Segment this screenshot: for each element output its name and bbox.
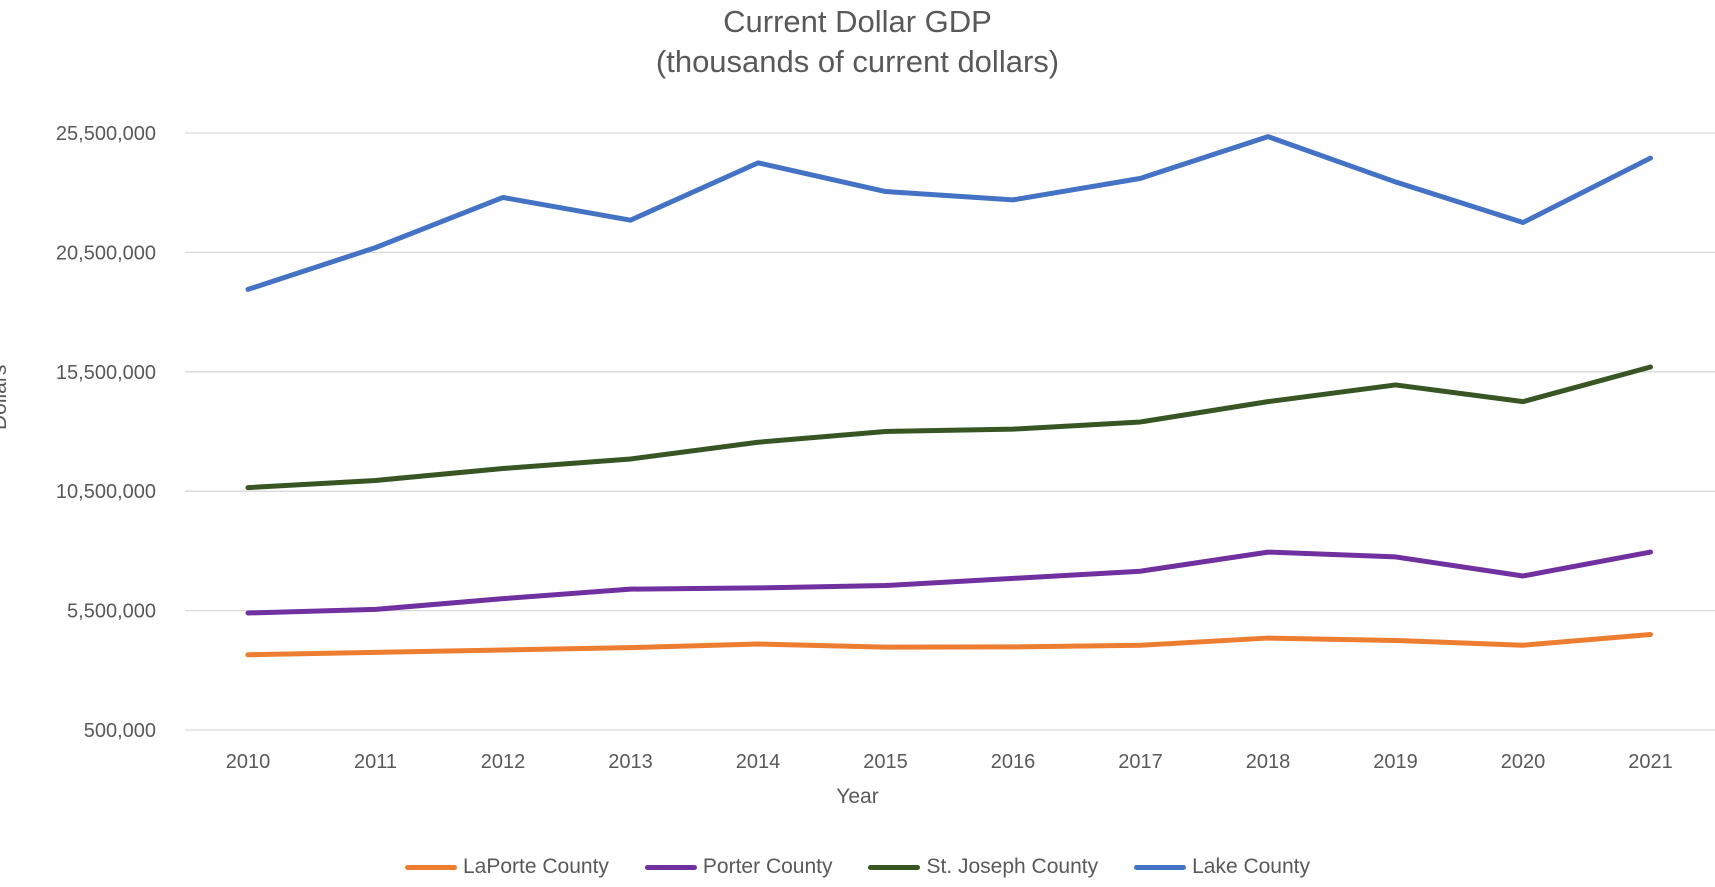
x-tick-label: 2021 bbox=[1628, 751, 1673, 773]
y-tick-label: 10,500,000 bbox=[56, 481, 156, 503]
legend-item: LaPorte County bbox=[404, 855, 609, 879]
legend-item: St. Joseph County bbox=[868, 855, 1098, 879]
chart-title: Current Dollar GDP bbox=[723, 4, 992, 39]
legend-label: LaPorte County bbox=[462, 855, 609, 878]
legend-item: Lake County bbox=[1134, 855, 1310, 879]
legend-swatch bbox=[644, 864, 697, 870]
y-tick-label: 5,500,000 bbox=[67, 601, 156, 623]
series-line-porter-county bbox=[245, 549, 1653, 616]
legend-swatch bbox=[404, 864, 457, 870]
grid-lines bbox=[185, 132, 1715, 731]
y-axis-label: Dollars bbox=[0, 364, 11, 430]
legend-item: Porter County bbox=[644, 855, 833, 879]
y-tick-label: 500,000 bbox=[84, 720, 156, 742]
x-axis-label: Year bbox=[836, 785, 879, 808]
series-line-laporte-county bbox=[245, 631, 1653, 658]
x-tick-label: 2014 bbox=[736, 751, 781, 773]
x-tick-label: 2015 bbox=[863, 751, 908, 773]
x-tick-label: 2020 bbox=[1501, 751, 1546, 773]
x-tick-label: 2019 bbox=[1373, 751, 1418, 773]
x-tick-label: 2011 bbox=[354, 751, 397, 773]
y-tick-label: 25,500,000 bbox=[56, 123, 156, 145]
x-tick-label: 2013 bbox=[608, 751, 653, 773]
series-lines bbox=[245, 134, 1653, 658]
x-tick-label: 2010 bbox=[226, 751, 271, 773]
chart-subtitle: (thousands of current dollars) bbox=[655, 44, 1060, 79]
legend-swatch bbox=[1134, 864, 1187, 870]
legend-label: Lake County bbox=[1192, 855, 1311, 878]
legend-label: Porter County bbox=[702, 855, 833, 878]
y-tick-label: 20,500,000 bbox=[56, 242, 156, 264]
series-line-lake-county bbox=[245, 134, 1653, 292]
legend-label: St. Joseph County bbox=[926, 855, 1099, 878]
series-line-st-joseph-county bbox=[245, 364, 1653, 491]
x-tick-label: 2017 bbox=[1118, 751, 1163, 773]
legend-swatch bbox=[868, 864, 921, 870]
legend: LaPorte County Porter County St. Joseph Co… bbox=[0, 855, 1715, 879]
y-tick-label: 15,500,000 bbox=[56, 362, 156, 384]
x-tick-label: 2018 bbox=[1246, 751, 1291, 773]
x-tick-label: 2012 bbox=[481, 751, 526, 773]
x-tick-labels: 2010 2011 2012 2013 2014 2015 2016 2017 2018 2019… bbox=[226, 751, 1673, 773]
y-tick-labels: 500,000 5,500,000 10,500,000 15,500,000 20,5… bbox=[56, 123, 156, 742]
x-tick-label: 2016 bbox=[991, 751, 1036, 773]
